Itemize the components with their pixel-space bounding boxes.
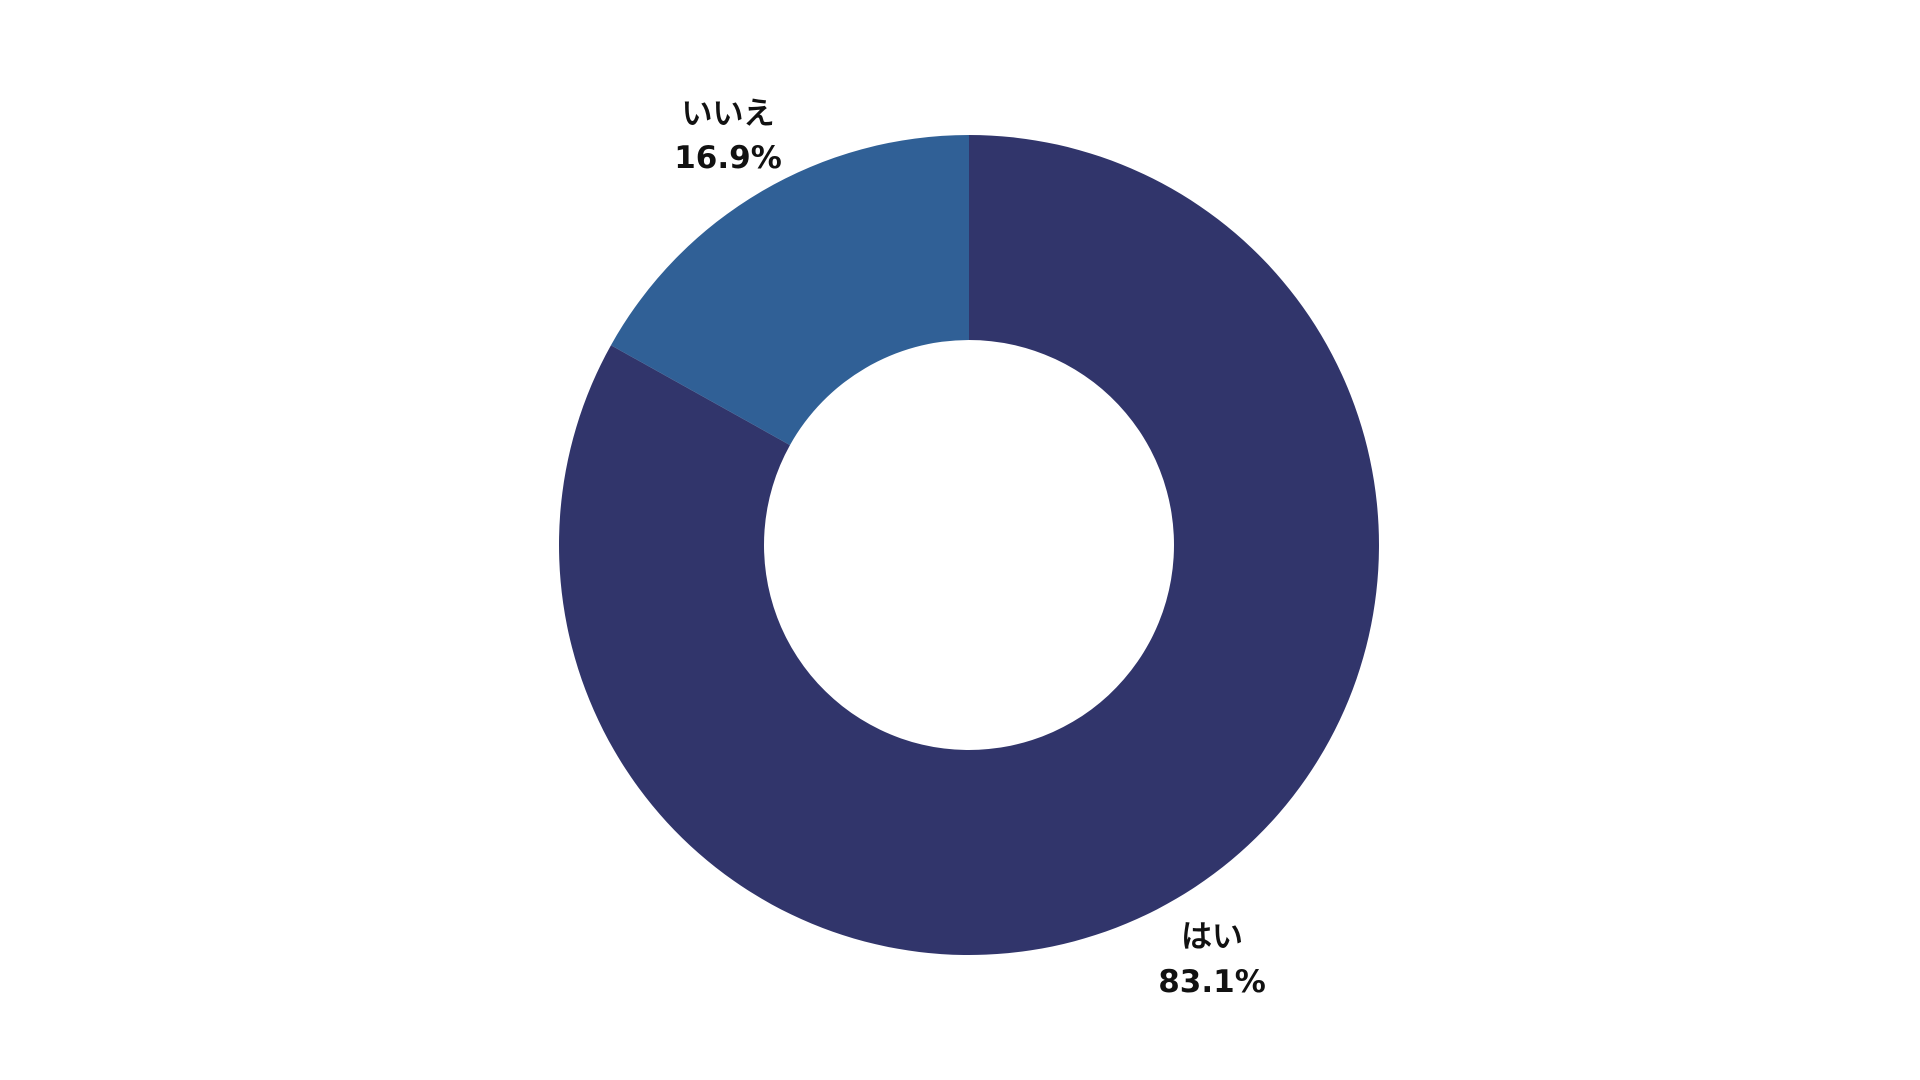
slice-value-label-hai: 83.1% xyxy=(1158,964,1266,1000)
slice-hai xyxy=(559,135,1380,955)
slice-iie xyxy=(610,135,969,446)
labels-group: はい 83.1% いいえ 16.9% xyxy=(674,96,1266,1000)
slice-label-hai: はい xyxy=(1181,919,1243,955)
slice-label-iie: いいえ xyxy=(682,96,775,132)
slice-value-label-iie: 16.9% xyxy=(674,140,782,176)
slices-group xyxy=(559,135,1380,955)
